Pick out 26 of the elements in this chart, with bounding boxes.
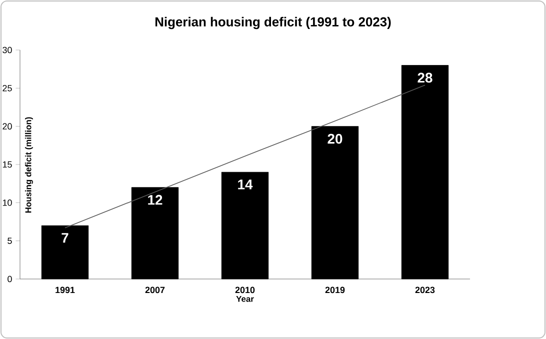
bar xyxy=(401,65,449,280)
x-tick-label: 2023 xyxy=(415,286,435,294)
y-tick-label: 30 xyxy=(2,46,12,54)
data-label: 28 xyxy=(418,72,432,83)
line-series xyxy=(64,84,426,228)
data-label: 20 xyxy=(328,134,342,144)
y-tick-label: 15 xyxy=(2,161,12,168)
y-tick-label: 5 xyxy=(8,238,12,244)
bar xyxy=(131,187,179,280)
y-tick-label: 0 xyxy=(8,276,12,282)
data-label: 12 xyxy=(148,194,162,205)
bar xyxy=(41,225,89,280)
x-axis-title: Year xyxy=(236,296,254,302)
x-tick-label: 2010 xyxy=(235,286,255,294)
x-tick-label: 2019 xyxy=(325,286,345,294)
bar xyxy=(221,172,269,280)
x-tick-label: 1991 xyxy=(56,286,75,294)
bar xyxy=(311,126,359,280)
data-label: 14 xyxy=(238,180,253,190)
chart-title: Nigerian housing deficit (1991 to 2023) xyxy=(155,16,391,30)
data-label: 7 xyxy=(62,233,68,243)
y-tick-label: 10 xyxy=(2,199,12,206)
y-axis-title: Housing deficit (million) xyxy=(25,117,33,213)
y-tick-label: 25 xyxy=(2,84,12,92)
x-tick-label: 2007 xyxy=(145,286,165,294)
y-tick-label: 20 xyxy=(2,123,12,130)
